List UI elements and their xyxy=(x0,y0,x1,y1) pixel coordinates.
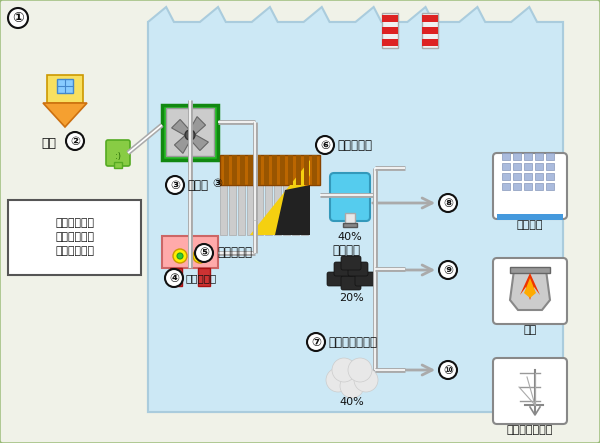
Polygon shape xyxy=(510,270,550,310)
Text: 炭化水素油: 炭化水素油 xyxy=(337,139,372,152)
Bar xyxy=(301,155,308,235)
Circle shape xyxy=(173,249,187,263)
Bar xyxy=(382,15,398,22)
Circle shape xyxy=(165,269,183,287)
Polygon shape xyxy=(188,117,206,137)
Text: ⑦: ⑦ xyxy=(311,335,321,349)
Text: ⑨: ⑨ xyxy=(443,264,453,276)
Bar xyxy=(513,153,521,160)
Bar xyxy=(248,155,253,185)
Bar xyxy=(283,155,290,235)
Polygon shape xyxy=(275,185,310,235)
Circle shape xyxy=(197,253,203,259)
Polygon shape xyxy=(520,273,540,300)
Bar xyxy=(220,155,227,235)
Bar xyxy=(546,163,554,170)
Bar xyxy=(510,267,550,273)
Polygon shape xyxy=(175,133,192,153)
Text: 塩ビ選別機: 塩ビ選別機 xyxy=(186,273,217,283)
FancyBboxPatch shape xyxy=(330,173,370,221)
Bar xyxy=(422,39,438,46)
Text: ⑤: ⑤ xyxy=(199,246,209,260)
Bar xyxy=(166,108,214,156)
Bar xyxy=(382,13,398,48)
Bar xyxy=(422,27,438,34)
Bar xyxy=(502,153,510,160)
Bar xyxy=(535,183,543,190)
Bar xyxy=(114,162,122,168)
Circle shape xyxy=(166,176,184,194)
Bar xyxy=(535,153,543,160)
Bar xyxy=(232,155,237,185)
Bar xyxy=(47,75,83,103)
Text: ⑥: ⑥ xyxy=(320,139,330,152)
Text: コークス: コークス xyxy=(332,244,360,256)
Text: ②: ② xyxy=(70,135,80,148)
Circle shape xyxy=(332,358,356,382)
Bar xyxy=(343,223,357,227)
Bar xyxy=(247,155,254,235)
FancyBboxPatch shape xyxy=(341,276,361,290)
Bar xyxy=(524,163,532,170)
Text: 40%: 40% xyxy=(340,397,364,407)
Circle shape xyxy=(439,194,457,212)
Bar xyxy=(535,173,543,180)
Polygon shape xyxy=(43,103,87,127)
Polygon shape xyxy=(524,278,536,298)
Bar xyxy=(422,13,438,48)
Bar xyxy=(546,183,554,190)
Bar xyxy=(513,163,521,170)
Circle shape xyxy=(185,130,195,140)
Polygon shape xyxy=(188,133,208,151)
Circle shape xyxy=(354,368,378,392)
Circle shape xyxy=(348,358,372,382)
Circle shape xyxy=(316,136,334,154)
Circle shape xyxy=(193,249,207,263)
Bar xyxy=(304,155,309,185)
Circle shape xyxy=(195,244,213,262)
Bar xyxy=(148,22,563,412)
Text: 家庭から出さ
れた使用済み
プラスチック: 家庭から出さ れた使用済み プラスチック xyxy=(55,218,94,256)
Bar xyxy=(524,173,532,180)
Text: 40%: 40% xyxy=(338,232,362,242)
Bar xyxy=(274,155,281,235)
FancyBboxPatch shape xyxy=(355,272,375,286)
Bar xyxy=(288,155,293,185)
Text: :): :) xyxy=(115,152,121,160)
FancyBboxPatch shape xyxy=(493,153,567,219)
Text: ⑩: ⑩ xyxy=(443,364,453,377)
Circle shape xyxy=(307,333,325,351)
Text: 破砕機: 破砕機 xyxy=(187,179,208,191)
Bar xyxy=(229,155,236,235)
Text: ⑧: ⑧ xyxy=(443,197,453,210)
Bar xyxy=(546,153,554,160)
Text: 20%: 20% xyxy=(340,293,364,303)
Text: 発電などに利用: 発電などに利用 xyxy=(507,425,553,435)
FancyBboxPatch shape xyxy=(327,272,347,286)
Polygon shape xyxy=(280,175,310,235)
Polygon shape xyxy=(148,7,563,412)
Circle shape xyxy=(326,368,350,392)
Bar xyxy=(220,155,320,185)
Text: ③: ③ xyxy=(170,179,180,191)
Bar xyxy=(224,155,229,185)
Text: コークス炉ガス: コークス炉ガス xyxy=(328,335,377,349)
Bar xyxy=(546,173,554,180)
Circle shape xyxy=(66,132,84,150)
Bar xyxy=(513,183,521,190)
Bar xyxy=(238,155,245,235)
Bar xyxy=(296,155,301,185)
Bar xyxy=(280,155,285,185)
Bar xyxy=(292,155,299,235)
Bar xyxy=(240,155,245,185)
Text: ④: ④ xyxy=(169,272,179,284)
Bar xyxy=(256,155,261,185)
Bar xyxy=(57,79,73,93)
Bar xyxy=(170,268,182,286)
Bar xyxy=(162,236,218,268)
Polygon shape xyxy=(250,160,310,235)
Bar xyxy=(535,163,543,170)
Bar xyxy=(502,173,510,180)
FancyBboxPatch shape xyxy=(341,256,361,270)
